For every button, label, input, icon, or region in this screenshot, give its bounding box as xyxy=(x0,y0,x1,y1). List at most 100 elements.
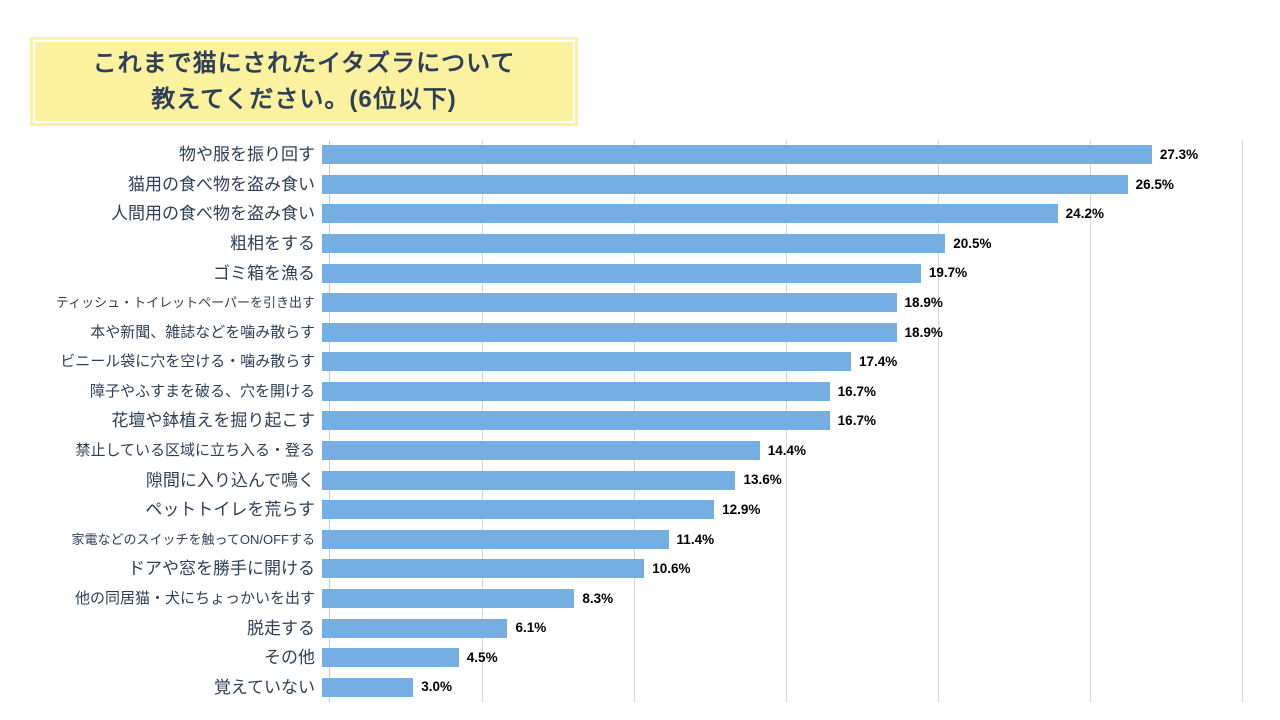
gridline-25 xyxy=(1090,140,1091,702)
bar-area: 11.4% xyxy=(322,525,1280,555)
bar-area: 17.4% xyxy=(322,347,1280,377)
value-label: 17.4% xyxy=(858,354,898,370)
bar-area: 14.4% xyxy=(322,436,1280,466)
bar-area: 8.3% xyxy=(322,584,1280,614)
chart-row: 覚えていない 3.0% xyxy=(0,672,1280,702)
chart-title-line2: 教えてください。(6位以下) xyxy=(151,85,457,113)
category-label: 障子やふすまを破る、穴を開ける xyxy=(89,382,315,400)
bar xyxy=(322,352,851,372)
chart-row: 家電などのスイッチを触ってON/OFFする 11.4% xyxy=(0,525,1280,555)
value-label: 6.1% xyxy=(515,620,547,636)
category-label: 他の同居猫・犬にちょっかいを出す xyxy=(74,589,315,607)
bar-area: 26.5% xyxy=(322,170,1280,200)
category-label: 家電などのスイッチを触ってON/OFFする xyxy=(71,531,315,547)
bar xyxy=(322,322,897,342)
value-label: 16.7% xyxy=(837,383,876,399)
bar-area: 18.9% xyxy=(322,317,1280,347)
bar xyxy=(322,677,414,697)
category-label: ビニール袋に穴を空ける・噛み散らす xyxy=(60,353,315,371)
bar-area: 3.0% xyxy=(322,672,1280,702)
chart-row: ドアや窓を勝手に開ける 10.6% xyxy=(0,554,1280,584)
category-label: 粗相をする xyxy=(230,234,315,254)
category-label: 人間用の食べ物を盗み食い xyxy=(111,204,315,224)
value-label: 8.3% xyxy=(582,590,614,606)
value-label: 16.7% xyxy=(837,413,876,429)
value-label: 13.6% xyxy=(743,472,782,488)
chart-title-inner-frame: これまで猫にされたイタズラについて 教えてください。(6位以下) xyxy=(33,40,575,123)
bar-area: 16.7% xyxy=(322,377,1280,407)
bar-area: 24.2% xyxy=(322,199,1280,229)
chart-row: 粗相をする 20.5% xyxy=(0,229,1280,259)
bar-area: 4.5% xyxy=(322,643,1280,673)
category-label: 覚えていない xyxy=(213,677,315,697)
bar-area: 16.7% xyxy=(322,406,1280,436)
bar xyxy=(322,470,736,490)
chart-row: 物や服を振り回す 27.3% xyxy=(0,140,1280,170)
category-label: 隙間に入り込んで鳴く xyxy=(145,470,315,490)
bar-area: 6.1% xyxy=(322,613,1280,643)
category-label: 本や新聞、雑誌などを噛み散らす xyxy=(90,323,315,341)
bar xyxy=(322,263,921,283)
bar-area: 19.7% xyxy=(322,258,1280,288)
category-label: 物や服を振り回す xyxy=(179,145,315,165)
bar-chart: 物や服を振り回す 27.3% 猫用の食べ物を盗み食い 26.5% 人間用の食べ物… xyxy=(0,140,1280,702)
bar-area: 12.9% xyxy=(322,495,1280,525)
chart-row: 本や新聞、雑誌などを噛み散らす 18.9% xyxy=(0,317,1280,347)
bar-area: 20.5% xyxy=(322,229,1280,259)
chart-row: 人間用の食べ物を盗み食い 24.2% xyxy=(0,199,1280,229)
category-label: ペットトイレを荒らす xyxy=(145,500,315,520)
bar xyxy=(322,559,645,579)
chart-row: ビニール袋に穴を空ける・噛み散らす 17.4% xyxy=(0,347,1280,377)
bar xyxy=(322,234,946,254)
value-label: 24.2% xyxy=(1065,206,1104,222)
chart-row: 他の同居猫・犬にちょっかいを出す 8.3% xyxy=(0,584,1280,614)
bar xyxy=(322,145,1152,165)
bar xyxy=(322,411,830,431)
chart-row: その他 4.5% xyxy=(0,643,1280,673)
value-label: 18.9% xyxy=(904,324,943,340)
bar-area: 10.6% xyxy=(322,554,1280,584)
value-label: 4.5% xyxy=(466,649,498,665)
chart-title-line1: これまで猫にされたイタズラについて xyxy=(92,49,516,77)
value-label: 20.5% xyxy=(953,235,992,251)
chart-row: ペットトイレを荒らす 12.9% xyxy=(0,495,1280,525)
chart-title-box: これまで猫にされたイタズラについて 教えてください。(6位以下) xyxy=(30,37,578,126)
value-label: 3.0% xyxy=(421,679,452,695)
category-label: ゴミ箱を漁る xyxy=(213,263,315,283)
value-label: 27.3% xyxy=(1159,147,1199,163)
bar xyxy=(322,500,715,520)
bar xyxy=(322,648,459,668)
value-label: 18.9% xyxy=(904,294,943,310)
chart-row: ティッシュ・トイレットペーパーを引き出す 18.9% xyxy=(0,288,1280,318)
chart-row: 禁止している区域に立ち入る・登る 14.4% xyxy=(0,436,1280,466)
bar xyxy=(322,441,760,461)
category-label: その他 xyxy=(264,648,315,668)
bar-area: 13.6% xyxy=(322,465,1280,495)
bar xyxy=(322,293,897,313)
category-label: 猫用の食べ物を盗み食い xyxy=(128,174,315,194)
category-label: ティッシュ・トイレットペーパーを引き出す xyxy=(55,295,315,311)
gridline-20 xyxy=(938,140,939,702)
chart-row: 花壇や鉢植えを掘り起こす 16.7% xyxy=(0,406,1280,436)
value-label: 26.5% xyxy=(1135,176,1174,192)
value-label: 12.9% xyxy=(722,501,761,517)
value-label: 11.4% xyxy=(676,531,715,547)
chart-row: 隙間に入り込んで鳴く 13.6% xyxy=(0,465,1280,495)
value-label: 19.7% xyxy=(928,265,968,281)
category-label: ドアや窓を勝手に開ける xyxy=(128,559,315,579)
bar xyxy=(322,381,830,401)
bar xyxy=(322,529,669,549)
chart-row: 障子やふすまを破る、穴を開ける 16.7% xyxy=(0,377,1280,407)
bar xyxy=(322,618,508,638)
gridline-30 xyxy=(1242,140,1243,702)
value-label: 14.4% xyxy=(767,442,807,458)
chart-row: 脱走する 6.1% xyxy=(0,613,1280,643)
chart-row: 猫用の食べ物を盗み食い 26.5% xyxy=(0,170,1280,200)
bar xyxy=(322,204,1058,224)
chart-row: ゴミ箱を漁る 19.7% xyxy=(0,258,1280,288)
chart-rows: 物や服を振り回す 27.3% 猫用の食べ物を盗み食い 26.5% 人間用の食べ物… xyxy=(0,140,1280,702)
bar xyxy=(322,588,575,608)
bar-area: 27.3% xyxy=(322,140,1280,170)
category-label: 花壇や鉢植えを掘り起こす xyxy=(111,411,315,431)
category-label: 禁止している区域に立ち入る・登る xyxy=(75,442,315,460)
